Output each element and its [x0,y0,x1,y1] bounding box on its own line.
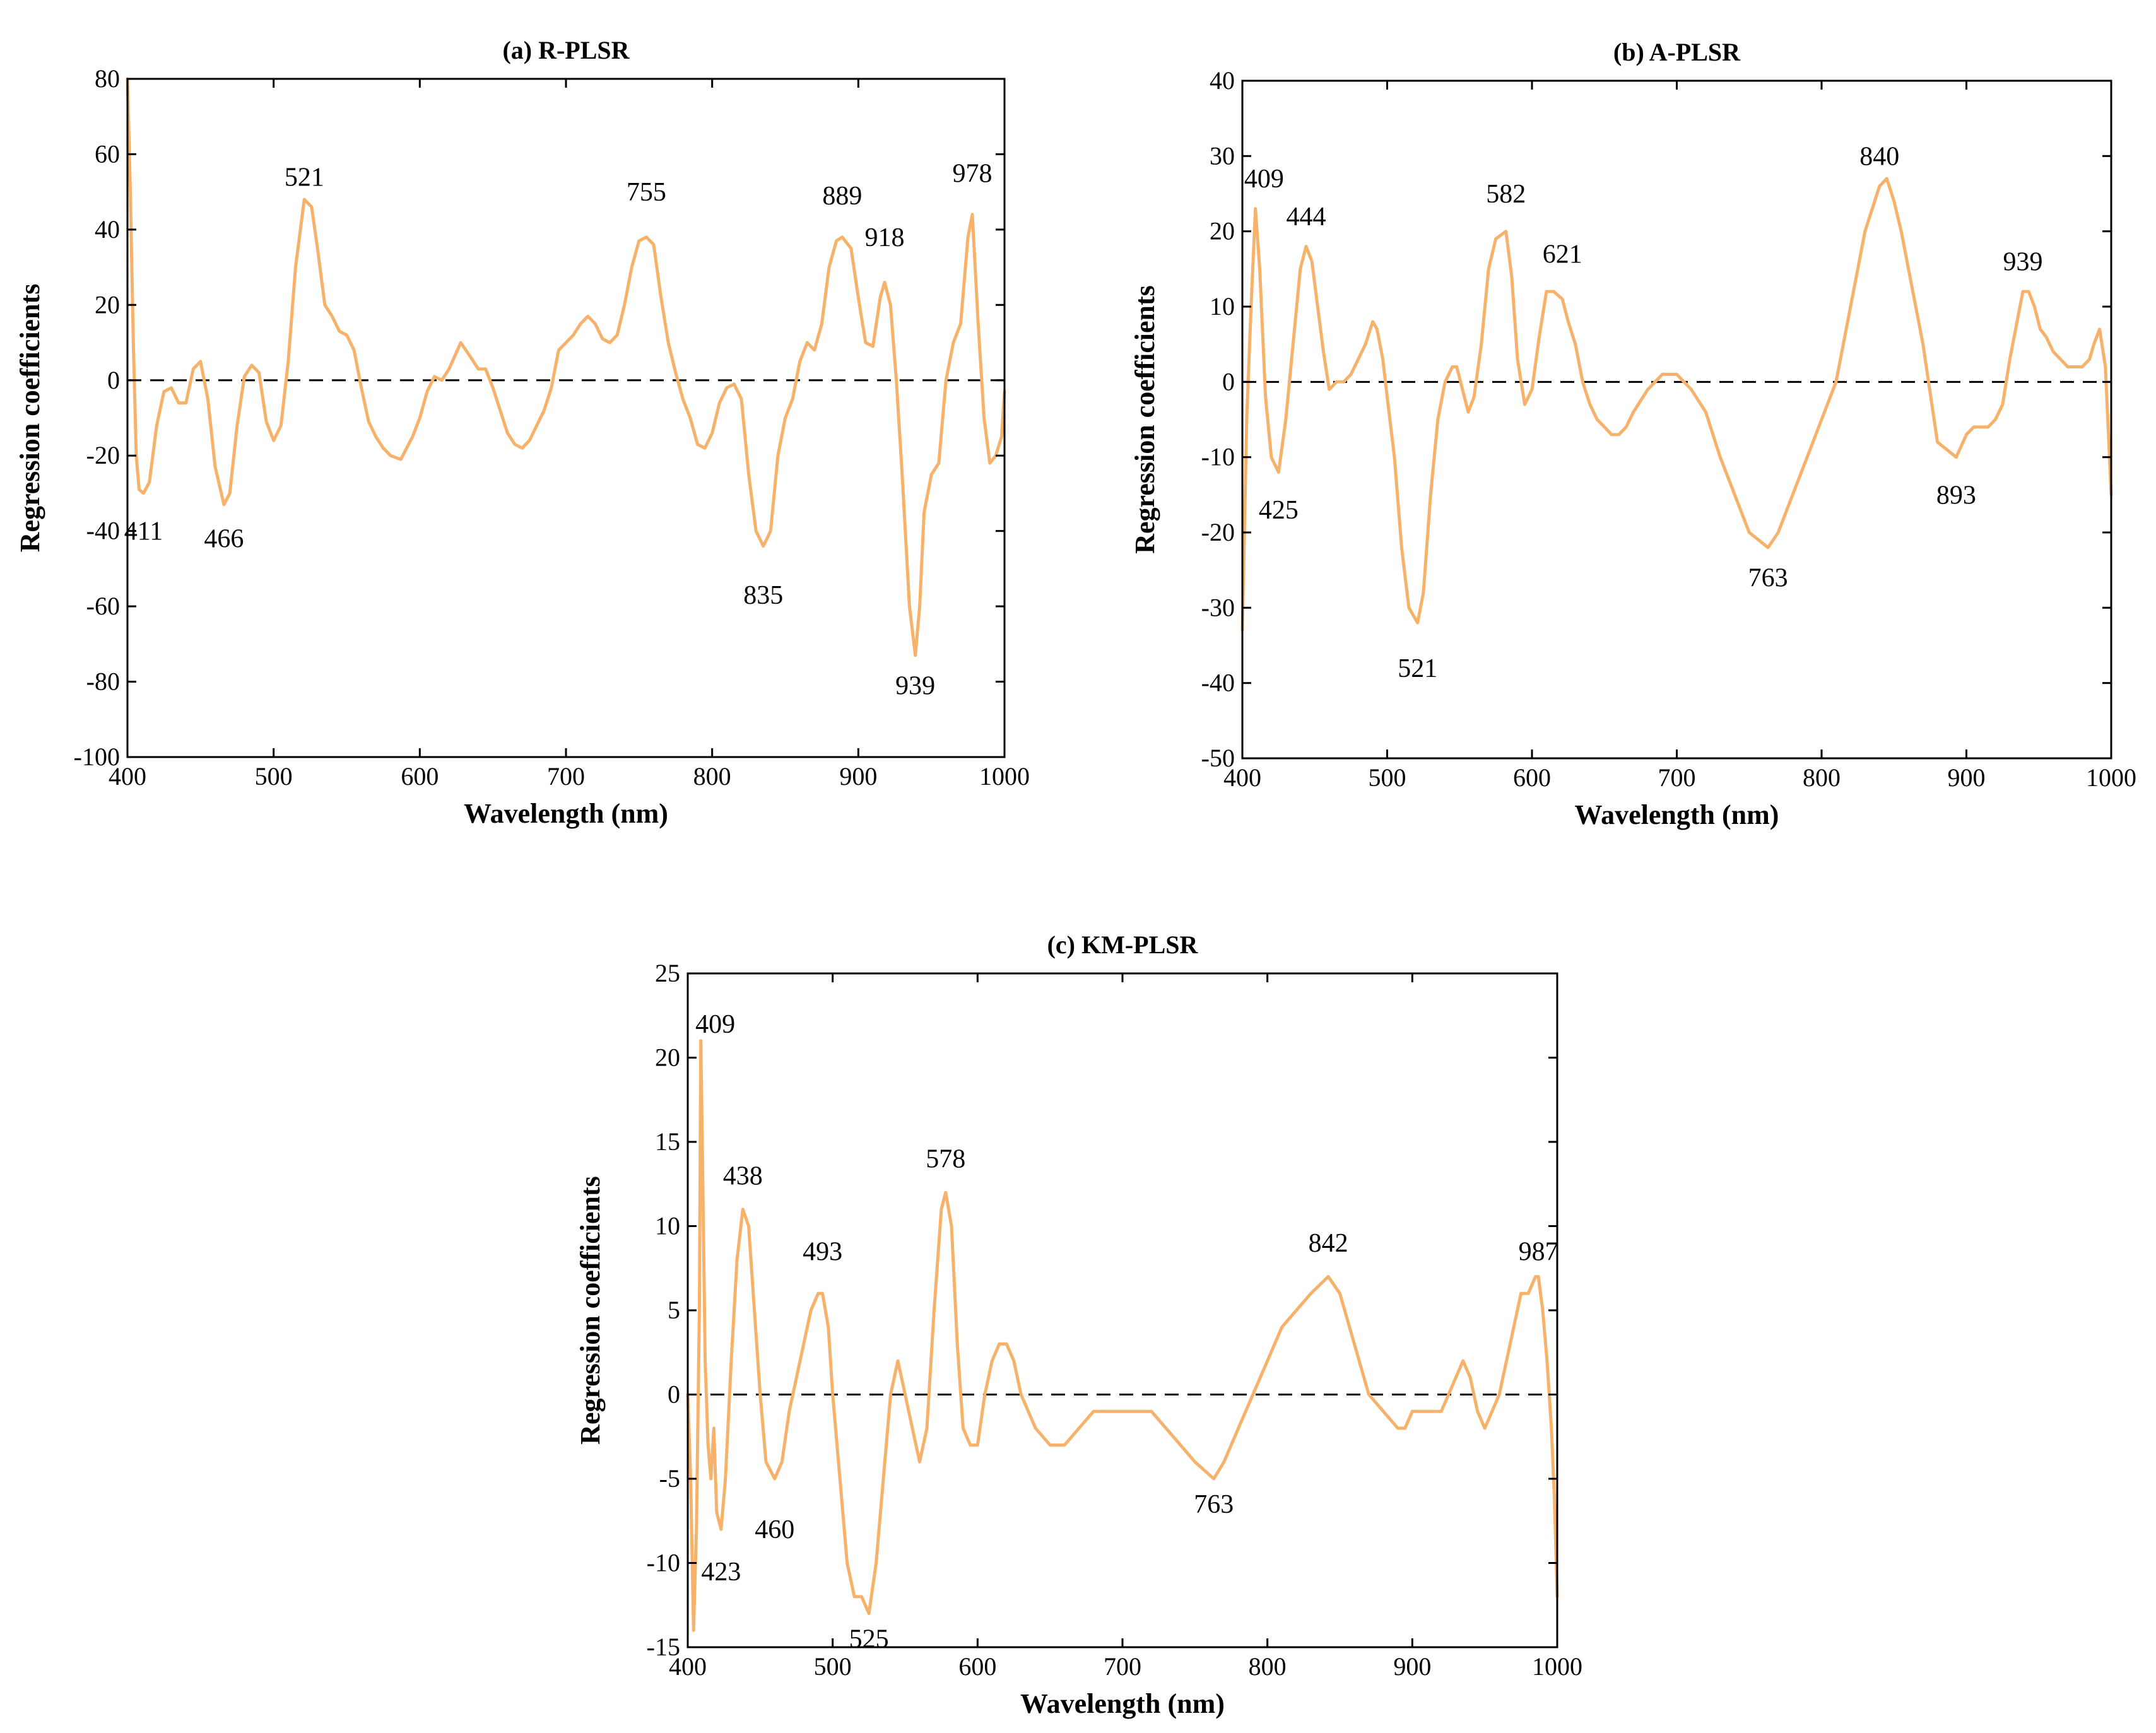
y-tick-label: -5 [659,1464,680,1493]
peak-label: 842 [1309,1229,1348,1258]
y-tick-label: 25 [655,959,680,987]
peak-label: 423 [701,1558,741,1587]
x-tick-label: 900 [1948,763,1986,792]
x-tick-label: 600 [401,762,439,790]
chart-title: (a) R-PLSR [502,36,630,64]
plot-frame [1241,79,2112,760]
peak-label: 987 [1519,1238,1558,1267]
y-tick-label: 0 [668,1380,680,1409]
y-axis-label: Regression coefficients [575,1176,606,1445]
y-tick-label: -20 [86,441,120,469]
series-line [686,1039,1559,1632]
y-tick-label: 5 [668,1296,680,1324]
y-tick-label: -40 [1201,669,1235,697]
peak-label: 493 [803,1238,842,1267]
x-tick-label: 800 [1803,763,1841,792]
peak-label: 939 [2003,247,2043,276]
peak-label: 411 [124,517,163,546]
peak-label: 578 [926,1145,965,1174]
y-tick-label: -20 [1201,518,1235,546]
peak-label: 918 [865,223,905,252]
y-tick-label: 40 [95,215,120,244]
chart-title: (c) KM-PLSR [1047,931,1199,959]
plot-frame [686,972,1558,1648]
peak-label: 444 [1286,203,1326,232]
y-tick-label: -80 [86,667,120,696]
y-tick-label: 20 [655,1043,680,1072]
x-tick-label: 500 [1369,763,1406,792]
x-tick-label: 1000 [2086,763,2136,792]
peak-label: 525 [849,1625,889,1654]
series-line [126,77,1006,657]
y-tick-label: 10 [655,1212,680,1240]
x-tick-label: 700 [547,762,585,790]
x-tick-label: 500 [255,762,293,790]
peak-label: 763 [1748,564,1788,593]
chart-c: (c) KM-PLSR 400 500 600 700 800 900 1000 -15 -10 -… [575,931,1582,1719]
y-axis-label: Regression coefficients [1129,285,1160,554]
peak-label: 939 [895,672,935,701]
peak-label: 835 [743,581,783,610]
y-tick-label: 60 [95,139,120,168]
y-tick-label: 80 [95,64,120,93]
x-tick-label: 400 [1223,763,1261,792]
x-axis-label: Wavelength (nm) [1020,1688,1225,1719]
y-tick-label: -50 [1201,744,1235,772]
y-tick-label: -15 [647,1633,680,1661]
peak-label: 521 [1398,654,1437,683]
x-tick-label: 800 [1249,1652,1287,1681]
y-tick-label: -40 [86,517,120,545]
x-tick-label: 700 [1104,1652,1141,1681]
x-tick-label: 900 [1393,1652,1431,1681]
y-tick-label: 0 [1222,367,1235,396]
peak-label: 763 [1194,1490,1234,1519]
peak-label: 840 [1859,142,1899,171]
peak-label: 582 [1486,180,1526,209]
y-tick-label: -100 [74,743,120,771]
peak-label: 755 [627,178,666,207]
peak-label: 978 [953,159,993,188]
y-tick-label: 20 [95,290,120,319]
peak-label: 460 [755,1515,794,1544]
peak-label: 409 [695,1010,735,1039]
x-axis-label: Wavelength (nm) [1575,799,1779,830]
y-tick-label: 15 [655,1127,680,1156]
y-tick-label: 0 [107,366,120,394]
peak-label: 425 [1259,496,1299,525]
peak-label: 466 [204,525,244,554]
y-tick-label: 40 [1210,66,1235,95]
x-tick-label: 1000 [1532,1652,1582,1681]
x-tick-label: 600 [1513,763,1551,792]
plot-frame [126,78,1006,758]
peak-label: 409 [1244,165,1284,194]
x-tick-label: 600 [958,1652,996,1681]
x-tick-label: 400 [669,1652,707,1681]
y-tick-label: -10 [1201,443,1235,471]
y-tick-label: -10 [647,1549,680,1577]
x-tick-label: 1000 [979,762,1030,790]
peak-label: 893 [1936,481,1976,510]
x-tick-label: 800 [693,762,731,790]
x-tick-label: 500 [814,1652,852,1681]
peak-label: 621 [1543,240,1582,269]
x-tick-label: 900 [839,762,877,790]
y-tick-label: 10 [1210,292,1235,320]
x-tick-label: 700 [1658,763,1696,792]
x-tick-label: 400 [109,762,146,790]
y-tick-label: 30 [1210,141,1235,170]
chart-title: (b) A-PLSR [1613,38,1741,66]
y-tick-label: -60 [86,592,120,620]
peak-label: 438 [723,1161,763,1190]
peak-label: 521 [285,163,324,192]
peak-label: 889 [822,182,862,211]
x-axis-label: Wavelength (nm) [464,798,668,829]
series-line [1240,177,2113,632]
y-tick-label: 20 [1210,217,1235,245]
y-tick-label: -30 [1201,593,1235,621]
y-axis-label: Regression coefficients [15,284,45,553]
